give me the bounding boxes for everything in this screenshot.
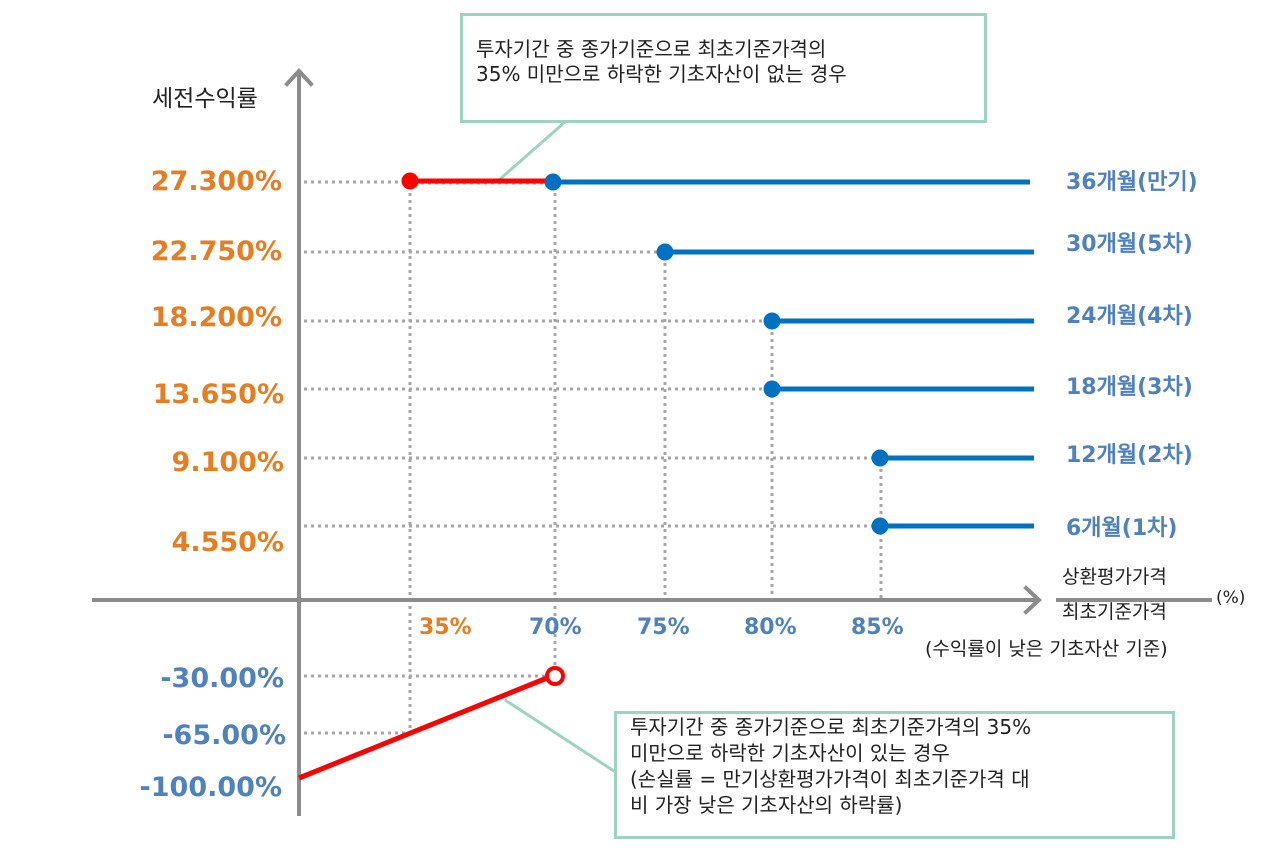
callout-text: (손실률 = 만기상환평가가격이 최초기준가격 대: [630, 767, 1030, 791]
x-title-unit: (%): [1216, 588, 1246, 608]
series-label-12m: 12개월(2차): [1066, 443, 1193, 468]
y-tick-label: 4.550%: [171, 527, 284, 558]
y-tick-label-negative: -100.00%: [139, 772, 282, 803]
callout-no-knockin: 투자기간 중 종가기준으로 최초기준가격의 35% 미만으로 하락한 기초자산이…: [460, 13, 987, 123]
loss-line: [298, 675, 548, 781]
callout-text: 투자기간 중 종가기준으로 최초기준가격의: [476, 37, 827, 61]
series-markers: [544, 173, 889, 535]
y-tick-label-negative: -65.00%: [162, 720, 286, 751]
callout-text: 35% 미만으로 하락한 기초자산이 없는 경우: [476, 62, 847, 87]
callout-bottom-pointer: [504, 698, 618, 775]
x-tick-label: 35%: [419, 615, 472, 640]
x-title-numerator: 상환평가가격: [1062, 566, 1167, 588]
y-tick-label-negative: -30.00%: [160, 663, 284, 694]
y-tick-label: 22.750%: [150, 236, 282, 267]
callout-text: 비 가장 낮은 기초자산의 하락률): [630, 793, 903, 817]
x-tick-label: 80%: [744, 615, 797, 640]
y-tick-label: 18.200%: [150, 302, 282, 333]
y-tick-label: 13.650%: [152, 379, 284, 410]
callout-knockin: 투자기간 중 종가기준으로 최초기준가격의 35% 미만으로 하락한 기초자산이…: [614, 711, 1175, 839]
callout-text: 미만으로 하락한 기초자산이 있는 경우: [630, 741, 950, 765]
guide-lines: [304, 180, 883, 735]
series-lines: [553, 179, 1034, 529]
x-tick-label: 70%: [529, 615, 582, 640]
callout-text: 투자기간 중 종가기준으로 최초기준가격의 35%: [630, 715, 1032, 739]
y-axis-arrow-icon: [284, 68, 314, 87]
x-title-note: (수익률이 낮은 기초자산 기준): [925, 638, 1168, 660]
callout-top-pointer: [498, 120, 566, 182]
x-title-denominator: 최초기준가격: [1062, 601, 1167, 623]
y-tick-label: 9.100%: [171, 447, 284, 478]
series-label-18m: 18개월(3차): [1066, 375, 1193, 400]
x-tick-label: 85%: [851, 615, 904, 640]
axes: [92, 68, 1042, 816]
series-label-30m: 30개월(5차): [1066, 232, 1193, 257]
y-tick-label: 27.300%: [150, 166, 282, 197]
series-label-24m: 24개월(4차): [1066, 304, 1193, 329]
x-tick-label: 75%: [637, 615, 690, 640]
red-point-35: [401, 172, 419, 190]
x-axis-arrow-icon: [1023, 585, 1042, 615]
series-label-6m: 6개월(1차): [1066, 516, 1178, 541]
series-label-36m: 36개월(만기): [1066, 170, 1198, 195]
loss-open-marker: [545, 666, 565, 686]
y-axis-title: 세전수익률: [152, 86, 258, 112]
